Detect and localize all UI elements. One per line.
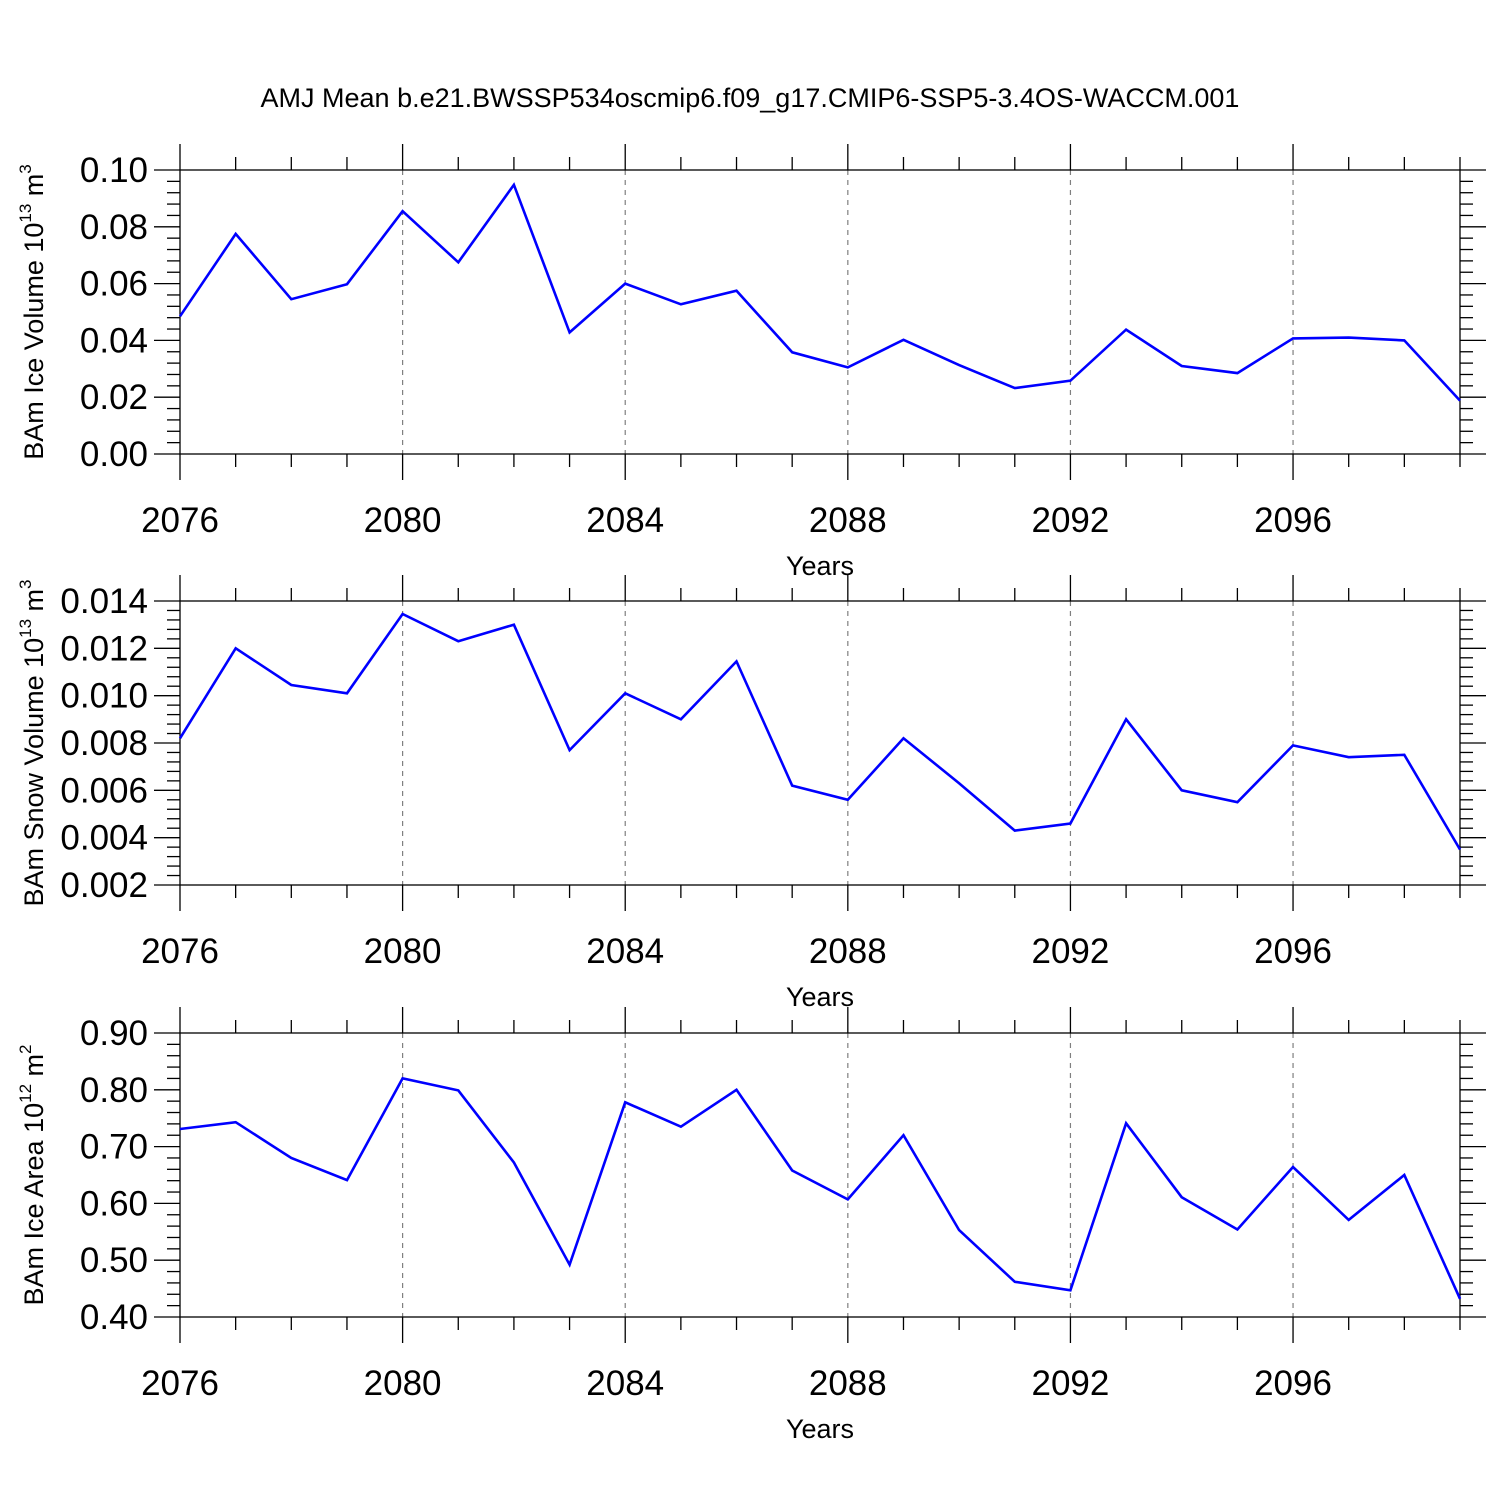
y-ticks: 0.002 0.004 0.006 0.008 0.010 0.012 0.014: [60, 582, 1486, 905]
x-tick-label: 2092: [1031, 932, 1109, 971]
panels: 2076 2080 2084 2088 2092 2096 0.00 0.02 0.04 0.06…: [16, 144, 1486, 1444]
plot-frame: [179, 1032, 1461, 1318]
x-tick-label: 2076: [141, 501, 219, 540]
y-axis-title-part: 12: [16, 1084, 35, 1103]
y-axis-title: BAm Ice Volume 1013 m3: [16, 164, 49, 460]
y-tick-label: 0.00: [80, 435, 148, 474]
y-tick-label: 0.50: [80, 1241, 148, 1280]
y-axis-title-part: 3: [16, 579, 35, 588]
y-tick-label: 0.002: [60, 866, 148, 905]
series-line: [178, 612, 1462, 851]
y-axis-title-part: BAm Snow Volume 10: [19, 638, 49, 907]
x-axis-title: Years: [786, 982, 854, 1012]
y-axis-title-part: 13: [16, 619, 35, 638]
x-tick-label: 2088: [809, 1364, 887, 1403]
x-ticks: 2076 2080 2084 2088 2092 2096: [141, 144, 1461, 540]
series-line: [179, 1076, 1462, 1300]
x-tick-label: 2084: [586, 501, 664, 540]
figure-title: AMJ Mean b.e21.BWSSP534oscmip6.f09_g17.C…: [261, 83, 1240, 113]
grid-lines: [402, 170, 1294, 454]
x-tick-label: 2092: [1031, 501, 1109, 540]
y-tick-label: 0.008: [60, 724, 148, 763]
x-axis-title: Years: [786, 551, 854, 581]
y-tick-label: 0.04: [80, 321, 148, 360]
grid-lines: [402, 601, 1294, 885]
x-tick-label: 2096: [1254, 1364, 1332, 1403]
y-tick-label: 0.014: [60, 582, 148, 621]
y-axis-title-part: m: [19, 1054, 49, 1084]
y-tick-label: 0.010: [60, 677, 148, 716]
x-tick-label: 2092: [1031, 1364, 1109, 1403]
y-tick-label: 0.80: [80, 1071, 148, 1110]
grid-lines: [402, 1033, 1294, 1317]
x-tick-label: 2080: [364, 932, 442, 971]
y-tick-label: 0.60: [80, 1184, 148, 1223]
chart-panel-2: 2076 2080 2084 2088 2092 20960.0020.0040.0060…: [16, 575, 1486, 1012]
series-line: [178, 182, 1461, 402]
x-tick-label: 2084: [586, 932, 664, 971]
y-tick-label: 0.08: [80, 208, 148, 247]
y-axis-title-part: 2: [16, 1045, 35, 1054]
x-ticks: 2076 2080 2084 2088 2092 2096: [141, 575, 1461, 971]
x-tick-label: 2088: [809, 932, 887, 971]
chart-panel-3: 2076 2080 2084 2088 2092 2096 0.40 0.50 0.60 0.70…: [16, 1007, 1486, 1444]
y-ticks: 0.40 0.50 0.60 0.70 0.80 0.90: [80, 1014, 1486, 1337]
y-axis-title-part: BAm Ice Volume 10: [19, 223, 49, 460]
x-axis-title: Years: [786, 1414, 854, 1444]
y-tick-label: 0.90: [80, 1014, 148, 1053]
y-tick-label: 0.004: [60, 819, 148, 858]
y-tick-label: 0.06: [80, 265, 148, 304]
y-axis-title-part: 3: [16, 164, 35, 173]
x-tick-label: 2096: [1254, 932, 1332, 971]
y-axis-title-part: m: [19, 589, 49, 619]
x-tick-label: 2076: [141, 932, 219, 971]
y-axis-title-part: 13: [16, 204, 35, 223]
y-tick-label: 0.40: [80, 1298, 148, 1337]
x-tick-label: 2080: [364, 501, 442, 540]
y-axis-title: BAm Snow Volume 1013 m3: [16, 579, 49, 906]
x-tick-label: 2088: [809, 501, 887, 540]
x-tick-label: 2076: [141, 1364, 219, 1403]
y-axis-title-part: BAm Ice Area 10: [19, 1103, 49, 1306]
y-axis-title-part: m: [19, 174, 49, 204]
x-tick-label: 2084: [586, 1364, 664, 1403]
plot-frame: [179, 169, 1461, 455]
y-tick-label: 0.70: [80, 1128, 148, 1167]
y-tick-label: 0.012: [60, 629, 148, 668]
y-tick-label: 0.02: [80, 378, 148, 417]
x-ticks: 2076 2080 2084 2088 2092 2096: [141, 1007, 1461, 1403]
x-tick-label: 2080: [364, 1364, 442, 1403]
chart-panel-1: 2076 2080 2084 2088 2092 2096 0.00 0.02 0.04 0.06…: [16, 144, 1486, 581]
y-tick-label: 0.10: [80, 151, 148, 190]
y-ticks: 0.00 0.02 0.04 0.06 0.08 0.10: [80, 151, 1486, 474]
y-tick-label: 0.006: [60, 771, 148, 810]
x-tick-label: 2096: [1254, 501, 1332, 540]
y-axis-title: BAm Ice Area 1012 m2: [16, 1045, 49, 1306]
